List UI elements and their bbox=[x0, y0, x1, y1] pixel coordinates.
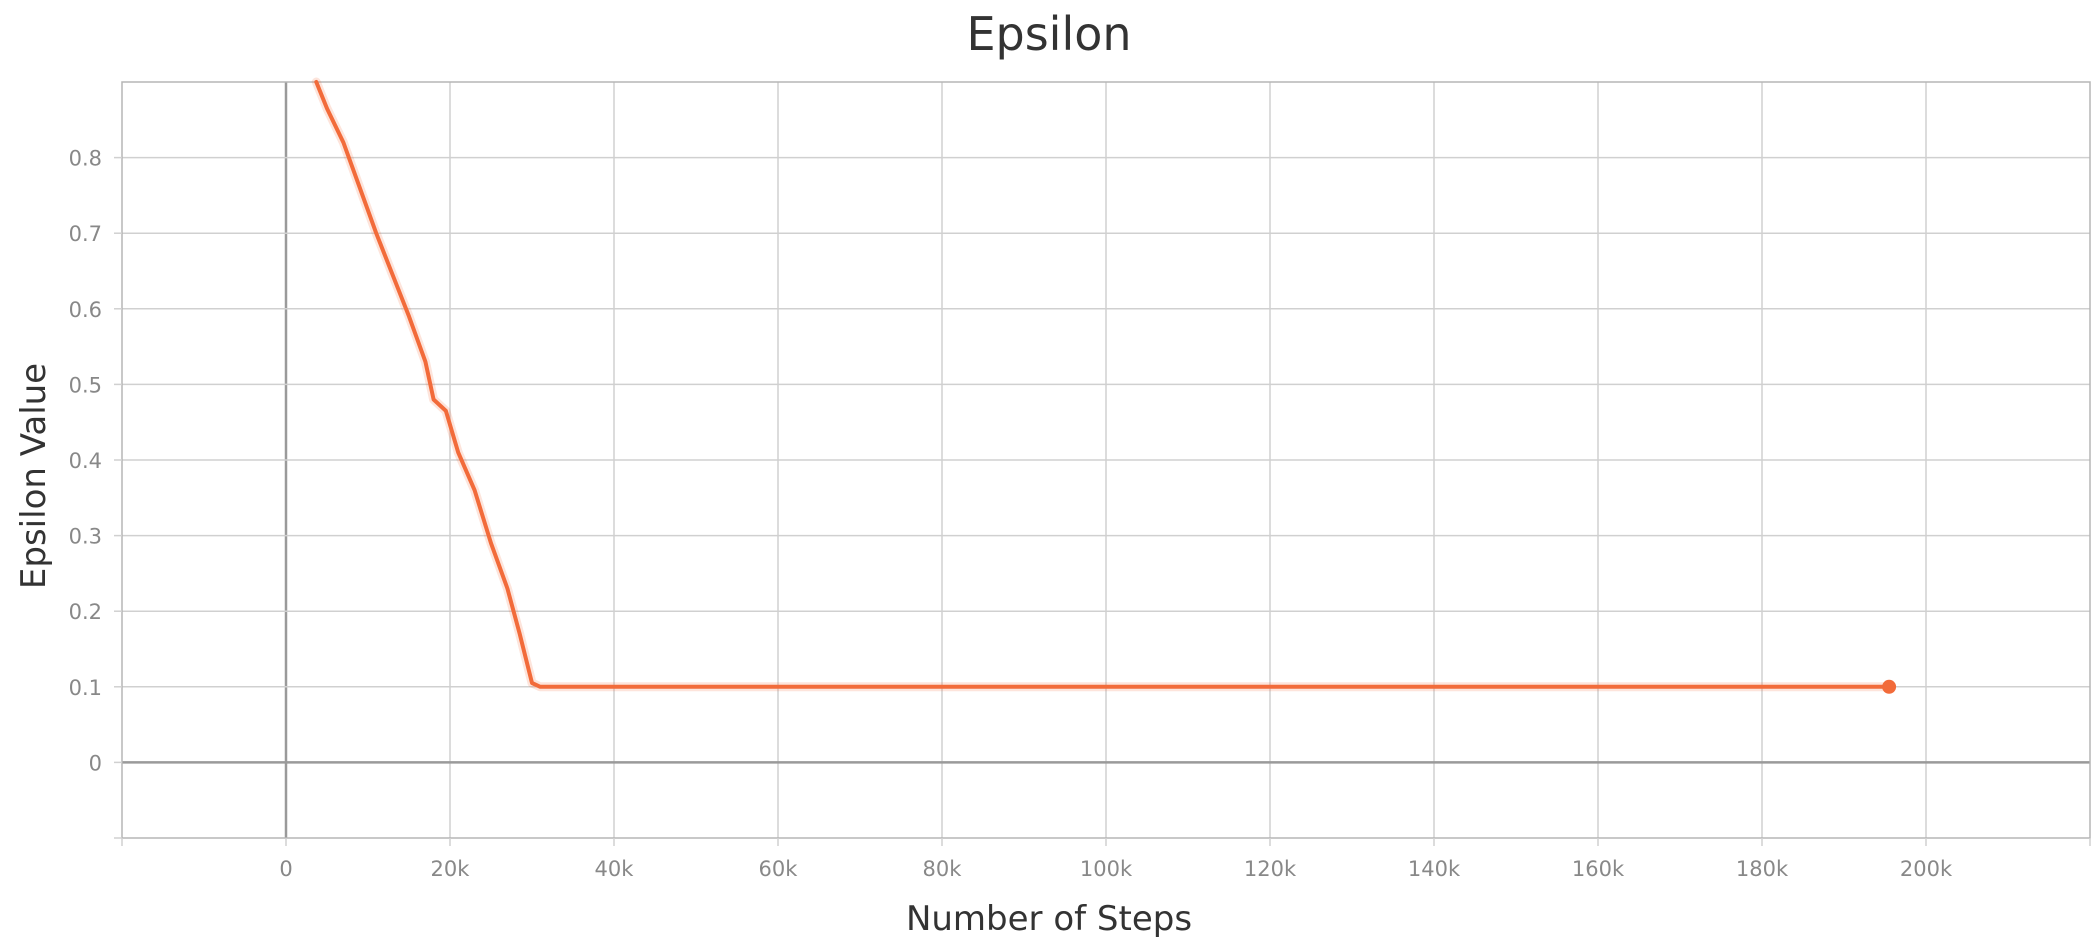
x-tick-label: 140k bbox=[1408, 857, 1461, 881]
x-tick-label: 60k bbox=[759, 857, 799, 881]
series-line bbox=[314, 80, 1892, 689]
x-tick-label: 100k bbox=[1080, 857, 1133, 881]
y-tick-label: 0.5 bbox=[69, 373, 102, 397]
x-tick-label: 80k bbox=[923, 857, 963, 881]
x-tick-label: 40k bbox=[595, 857, 635, 881]
y-axis-label: Epsilon Value bbox=[14, 363, 54, 589]
tick-labels: 0 20k 40k 60k 80k 100k 120k 140k 160k 180k 200k 0 0.… bbox=[69, 147, 1953, 881]
y-tick-label: 0.7 bbox=[69, 222, 102, 246]
y-tick-label: 0.6 bbox=[69, 298, 102, 322]
x-tick-label: 200k bbox=[1900, 857, 1953, 881]
x-tick-label: 120k bbox=[1244, 857, 1297, 881]
series-end-point bbox=[1882, 679, 1897, 694]
y-tick-label: 0.1 bbox=[69, 676, 102, 700]
y-tick-label: 0.8 bbox=[69, 147, 102, 171]
axes bbox=[114, 81, 2091, 846]
series-layer bbox=[311, 77, 1897, 694]
x-tick-label: 0 bbox=[279, 857, 292, 881]
y-tick-label: 0.4 bbox=[69, 449, 102, 473]
chart-title: Epsilon bbox=[966, 7, 1131, 61]
x-tick-label: 160k bbox=[1572, 857, 1625, 881]
x-axis-label: Number of Steps bbox=[906, 899, 1192, 939]
y-tick-label: 0 bbox=[89, 751, 102, 775]
y-tick-label: 0.2 bbox=[69, 600, 102, 624]
grid-lines bbox=[122, 82, 2090, 838]
x-tick-label: 20k bbox=[431, 857, 471, 881]
y-tick-label: 0.3 bbox=[69, 525, 102, 549]
x-tick-label: 180k bbox=[1736, 857, 1789, 881]
